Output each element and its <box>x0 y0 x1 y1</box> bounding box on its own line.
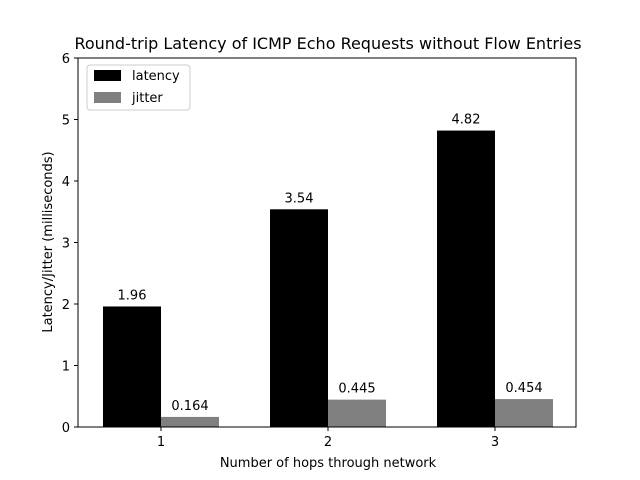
y-tick-label-6: 6 <box>62 52 70 67</box>
data-label-jitter-2: 0.445 <box>338 382 375 397</box>
bar-latency-1 <box>103 306 161 427</box>
legend-swatch-jitter <box>94 92 121 103</box>
y-axis-label: Latency/Jitter (milliseconds) <box>41 151 56 332</box>
plot-area: 1.96 3.54 4.82 0.164 0.445 0.454 0 1 2 3 4 5 6 1 2 3 lat… <box>62 52 577 450</box>
bar-latency-2 <box>270 209 328 427</box>
y-tick-label-0: 0 <box>62 421 70 436</box>
data-label-latency-3: 4.82 <box>452 113 481 128</box>
x-tick-label-1: 1 <box>157 435 165 450</box>
data-label-jitter-1: 0.164 <box>171 399 208 414</box>
x-tick-label-2: 2 <box>324 435 332 450</box>
chart-title: Round-trip Latency of ICMP Echo Requests… <box>74 34 581 53</box>
y-tick-label-1: 1 <box>62 360 70 375</box>
x-tick-label-3: 3 <box>491 435 499 450</box>
bar-jitter-2 <box>328 399 386 427</box>
bar-latency-3 <box>437 130 495 427</box>
y-tick-label-4: 4 <box>62 175 70 190</box>
legend-label-latency: latency <box>132 69 180 84</box>
bar-jitter-3 <box>495 399 553 427</box>
data-label-latency-2: 3.54 <box>285 191 314 206</box>
data-label-latency-1: 1.96 <box>118 288 147 303</box>
y-tick-label-2: 2 <box>62 298 70 313</box>
y-tick-label-3: 3 <box>62 237 70 252</box>
legend-swatch-latency <box>94 70 121 81</box>
x-axis-label: Number of hops through network <box>220 456 437 471</box>
legend: latency jitter <box>86 64 191 111</box>
bar-jitter-1 <box>161 416 219 427</box>
data-label-jitter-3: 0.454 <box>505 381 542 396</box>
legend-label-jitter: jitter <box>131 91 163 106</box>
y-tick-label-5: 5 <box>62 114 70 129</box>
